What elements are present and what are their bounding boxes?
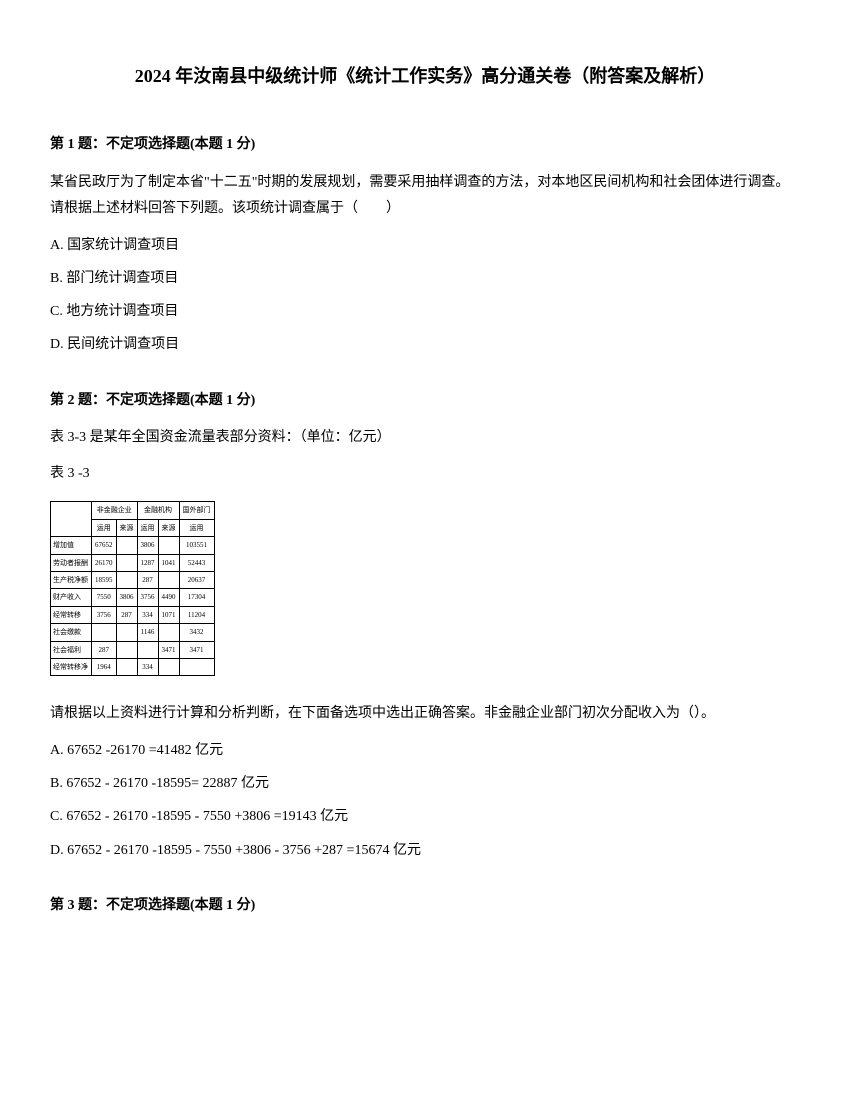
q2-text1: 表 3-3 是某年全国资金流量表部分资料：（单位：亿元） bbox=[50, 425, 800, 452]
cell bbox=[137, 641, 158, 658]
table-header-row1: 非金融企业 金融机构 国外部门 bbox=[51, 502, 215, 519]
table-row: 财产收入 7550 3806 3756 4490 17304 bbox=[51, 589, 215, 606]
cell: 26170 bbox=[92, 554, 117, 571]
cell: 3806 bbox=[116, 589, 137, 606]
row-label: 经常转移净 bbox=[51, 659, 92, 676]
cell: 4490 bbox=[158, 589, 179, 606]
table-sh3: 来源 bbox=[158, 519, 179, 536]
cell: 11204 bbox=[179, 606, 214, 623]
table-sh2: 运用 bbox=[137, 519, 158, 536]
cell: 287 bbox=[137, 572, 158, 589]
row-label: 劳动者报酬 bbox=[51, 554, 92, 571]
cell: 1041 bbox=[158, 554, 179, 571]
q1-option-b: B. 部门统计调查项目 bbox=[50, 266, 800, 291]
cell bbox=[158, 537, 179, 554]
cell: 1071 bbox=[158, 606, 179, 623]
q2-header: 第 2 题：不定项选择题(本题 1 分) bbox=[50, 388, 800, 413]
q2-option-c: C. 67652 - 26170 -18595 - 7550 +3806 =19… bbox=[50, 804, 800, 829]
cell bbox=[116, 624, 137, 641]
cell: 3471 bbox=[158, 641, 179, 658]
data-table-container: 非金融企业 金融机构 国外部门 运用 来源 运用 来源 运用 增加值 67652… bbox=[50, 501, 800, 676]
table-row: 经常转移净 1964 334 bbox=[51, 659, 215, 676]
table-row: 社会缴款 1146 3432 bbox=[51, 624, 215, 641]
table-h1: 非金融企业 bbox=[92, 502, 138, 519]
cell: 3806 bbox=[137, 537, 158, 554]
q2-prompt: 请根据以上资料进行计算和分析判断，在下面备选项中选出正确答案。非金融企业部门初次… bbox=[50, 701, 800, 728]
row-label: 生产税净额 bbox=[51, 572, 92, 589]
cell: 3756 bbox=[137, 589, 158, 606]
cell bbox=[158, 572, 179, 589]
cell: 3471 bbox=[179, 641, 214, 658]
table-h2: 金融机构 bbox=[137, 502, 179, 519]
data-table: 非金融企业 金融机构 国外部门 运用 来源 运用 来源 运用 增加值 67652… bbox=[50, 501, 215, 676]
q1-option-d: D. 民间统计调查项目 bbox=[50, 332, 800, 357]
cell: 3756 bbox=[92, 606, 117, 623]
row-label: 财产收入 bbox=[51, 589, 92, 606]
cell: 287 bbox=[92, 641, 117, 658]
cell bbox=[116, 659, 137, 676]
cell bbox=[158, 624, 179, 641]
cell: 1964 bbox=[92, 659, 117, 676]
q1-text: 某省民政厅为了制定本省"十二五"时期的发展规划，需要采用抽样调查的方法，对本地区… bbox=[50, 170, 800, 223]
cell bbox=[116, 572, 137, 589]
cell: 52443 bbox=[179, 554, 214, 571]
cell: 7550 bbox=[92, 589, 117, 606]
row-label: 增加值 bbox=[51, 537, 92, 554]
table-row: 社会福利 287 3471 3471 bbox=[51, 641, 215, 658]
table-sh4: 运用 bbox=[179, 519, 214, 536]
cell: 103551 bbox=[179, 537, 214, 554]
cell bbox=[116, 537, 137, 554]
cell: 3432 bbox=[179, 624, 214, 641]
cell: 20637 bbox=[179, 572, 214, 589]
table-row: 生产税净额 18595 287 20637 bbox=[51, 572, 215, 589]
cell: 334 bbox=[137, 659, 158, 676]
q2-option-b: B. 67652 - 26170 -18595= 22887 亿元 bbox=[50, 771, 800, 796]
table-row: 劳动者报酬 26170 1287 1041 52443 bbox=[51, 554, 215, 571]
cell: 287 bbox=[116, 606, 137, 623]
table-row: 经常转移 3756 287 334 1071 11204 bbox=[51, 606, 215, 623]
table-sh1: 来源 bbox=[116, 519, 137, 536]
q2-option-a: A. 67652 -26170 =41482 亿元 bbox=[50, 738, 800, 763]
cell: 17304 bbox=[179, 589, 214, 606]
cell bbox=[116, 641, 137, 658]
cell: 1146 bbox=[137, 624, 158, 641]
cell: 67652 bbox=[92, 537, 117, 554]
cell: 18595 bbox=[92, 572, 117, 589]
table-row: 增加值 67652 3806 103551 bbox=[51, 537, 215, 554]
cell: 1287 bbox=[137, 554, 158, 571]
q2-option-d: D. 67652 - 26170 -18595 - 7550 +3806 - 3… bbox=[50, 838, 800, 863]
table-h3: 国外部门 bbox=[179, 502, 214, 519]
cell bbox=[116, 554, 137, 571]
cell bbox=[92, 624, 117, 641]
row-label: 社会缴款 bbox=[51, 624, 92, 641]
cell bbox=[158, 659, 179, 676]
row-label: 社会福利 bbox=[51, 641, 92, 658]
q2-text2: 表 3 -3 bbox=[50, 461, 800, 486]
q1-option-a: A. 国家统计调查项目 bbox=[50, 233, 800, 258]
row-label: 经常转移 bbox=[51, 606, 92, 623]
q1-option-c: C. 地方统计调查项目 bbox=[50, 299, 800, 324]
q1-header: 第 1 题：不定项选择题(本题 1 分) bbox=[50, 132, 800, 157]
cell: 334 bbox=[137, 606, 158, 623]
cell bbox=[179, 659, 214, 676]
table-sh0: 运用 bbox=[92, 519, 117, 536]
q3-header: 第 3 题：不定项选择题(本题 1 分) bbox=[50, 893, 800, 918]
page-title: 2024 年汝南县中级统计师《统计工作实务》高分通关卷（附答案及解析） bbox=[50, 60, 800, 92]
